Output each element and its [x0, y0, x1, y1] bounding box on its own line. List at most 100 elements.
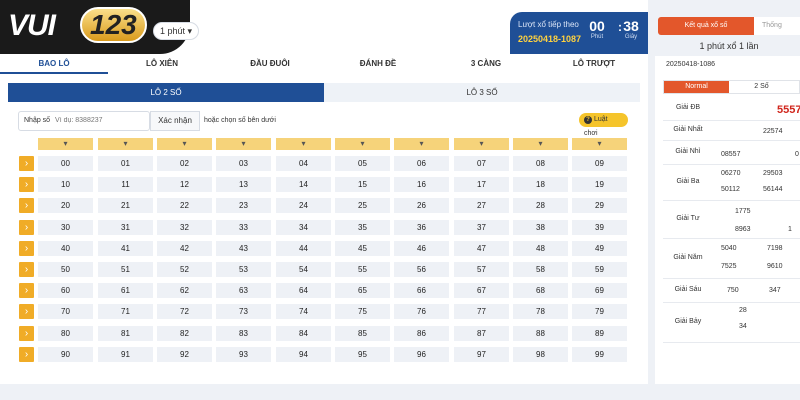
- number-cell[interactable]: 83: [216, 325, 271, 341]
- number-cell[interactable]: 15: [335, 177, 390, 193]
- number-cell[interactable]: 60: [38, 283, 93, 299]
- number-cell[interactable]: 69: [572, 283, 627, 299]
- number-cell[interactable]: 62: [157, 283, 212, 299]
- number-cell[interactable]: 72: [157, 304, 212, 320]
- number-cell[interactable]: 79: [572, 304, 627, 320]
- number-cell[interactable]: 01: [98, 156, 153, 171]
- row-select-arrow[interactable]: ›: [19, 325, 34, 341]
- number-cell[interactable]: 50: [38, 262, 93, 277]
- number-cell[interactable]: 87: [454, 325, 509, 341]
- number-cell[interactable]: 63: [216, 283, 271, 299]
- tab-danh-de[interactable]: ĐÁNH ĐỀ: [359, 59, 397, 68]
- confirm-button[interactable]: Xác nhận: [150, 111, 200, 131]
- number-input[interactable]: [55, 117, 126, 124]
- number-cell[interactable]: 53: [216, 262, 271, 277]
- number-cell[interactable]: 48: [513, 240, 568, 256]
- row-select-arrow[interactable]: ›: [19, 219, 34, 235]
- column-select-7[interactable]: ▾: [454, 138, 509, 150]
- number-cell[interactable]: 94: [276, 346, 331, 362]
- row-select-arrow[interactable]: ›: [19, 156, 34, 171]
- number-cell[interactable]: 26: [394, 198, 449, 214]
- number-cell[interactable]: 70: [38, 304, 93, 320]
- row-select-arrow[interactable]: ›: [19, 346, 34, 362]
- number-cell[interactable]: 10: [38, 177, 93, 193]
- number-cell[interactable]: 89: [572, 325, 627, 341]
- tab-statistics[interactable]: Thống: [754, 17, 800, 35]
- number-cell[interactable]: 17: [454, 177, 509, 193]
- number-cell[interactable]: 47: [454, 240, 509, 256]
- number-cell[interactable]: 98: [513, 346, 568, 362]
- game-duration-select[interactable]: 1 phút ▾: [153, 22, 200, 40]
- column-select-4[interactable]: ▾: [276, 138, 331, 150]
- number-cell[interactable]: 43: [216, 240, 271, 256]
- number-cell[interactable]: 71: [98, 304, 153, 320]
- number-cell[interactable]: 57: [454, 262, 509, 277]
- number-cell[interactable]: 00: [38, 156, 93, 171]
- number-cell[interactable]: 76: [394, 304, 449, 320]
- number-cell[interactable]: 92: [157, 346, 212, 362]
- number-cell[interactable]: 38: [513, 219, 568, 235]
- number-cell[interactable]: 11: [98, 177, 153, 193]
- number-cell[interactable]: 18: [513, 177, 568, 193]
- number-cell[interactable]: 90: [38, 346, 93, 362]
- column-select-3[interactable]: ▾: [216, 138, 271, 150]
- row-select-arrow[interactable]: ›: [19, 177, 34, 193]
- number-cell[interactable]: 34: [276, 219, 331, 235]
- number-cell[interactable]: 12: [157, 177, 212, 193]
- number-cell[interactable]: 03: [216, 156, 271, 171]
- column-select-6[interactable]: ▾: [394, 138, 449, 150]
- number-cell[interactable]: 30: [38, 219, 93, 235]
- number-cell[interactable]: 24: [276, 198, 331, 214]
- number-cell[interactable]: 88: [513, 325, 568, 341]
- mode-2-so[interactable]: 2 Số: [729, 81, 794, 93]
- number-cell[interactable]: 66: [394, 283, 449, 299]
- number-cell[interactable]: 59: [572, 262, 627, 277]
- column-select-0[interactable]: ▾: [38, 138, 93, 150]
- number-cell[interactable]: 37: [454, 219, 509, 235]
- number-cell[interactable]: 85: [335, 325, 390, 341]
- number-cell[interactable]: 32: [157, 219, 212, 235]
- column-select-2[interactable]: ▾: [157, 138, 212, 150]
- number-cell[interactable]: 64: [276, 283, 331, 299]
- number-cell[interactable]: 44: [276, 240, 331, 256]
- number-cell[interactable]: 65: [335, 283, 390, 299]
- rules-button[interactable]: ? Luật chơi: [579, 113, 628, 137]
- number-cell[interactable]: 21: [98, 198, 153, 214]
- number-cell[interactable]: 93: [216, 346, 271, 362]
- tab-lo-3-so[interactable]: LÔ 3 SỐ: [324, 83, 640, 102]
- row-select-arrow[interactable]: ›: [19, 262, 34, 277]
- row-select-arrow[interactable]: ›: [19, 198, 34, 214]
- number-cell[interactable]: 73: [216, 304, 271, 320]
- number-cell[interactable]: 68: [513, 283, 568, 299]
- row-select-arrow[interactable]: ›: [19, 240, 34, 256]
- number-cell[interactable]: 28: [513, 198, 568, 214]
- tab-dau-duoi[interactable]: ĐẦU ĐUÔI: [250, 59, 290, 68]
- mode-normal[interactable]: Normal: [664, 81, 729, 93]
- column-select-5[interactable]: ▾: [335, 138, 390, 150]
- row-select-arrow[interactable]: ›: [19, 304, 34, 320]
- number-cell[interactable]: 13: [216, 177, 271, 193]
- number-cell[interactable]: 04: [276, 156, 331, 171]
- number-cell[interactable]: 61: [98, 283, 153, 299]
- column-select-8[interactable]: ▾: [513, 138, 568, 150]
- tab-lo-2-so[interactable]: LÔ 2 SỐ: [8, 83, 324, 102]
- number-cell[interactable]: 58: [513, 262, 568, 277]
- number-cell[interactable]: 75: [335, 304, 390, 320]
- tab-lo-xien[interactable]: LÔ XIÊN: [145, 59, 178, 68]
- tab-bao-lo[interactable]: BAO LÔ: [0, 54, 108, 74]
- number-cell[interactable]: 95: [335, 346, 390, 362]
- number-cell[interactable]: 74: [276, 304, 331, 320]
- number-cell[interactable]: 06: [394, 156, 449, 171]
- number-cell[interactable]: 42: [157, 240, 212, 256]
- number-cell[interactable]: 35: [335, 219, 390, 235]
- number-cell[interactable]: 46: [394, 240, 449, 256]
- number-cell[interactable]: 54: [276, 262, 331, 277]
- number-cell[interactable]: 07: [454, 156, 509, 171]
- number-cell[interactable]: 67: [454, 283, 509, 299]
- number-cell[interactable]: 23: [216, 198, 271, 214]
- number-cell[interactable]: 82: [157, 325, 212, 341]
- number-cell[interactable]: 45: [335, 240, 390, 256]
- tab-3-cang[interactable]: 3 CÀNG: [470, 59, 502, 68]
- number-cell[interactable]: 08: [513, 156, 568, 171]
- number-cell[interactable]: 19: [572, 177, 627, 193]
